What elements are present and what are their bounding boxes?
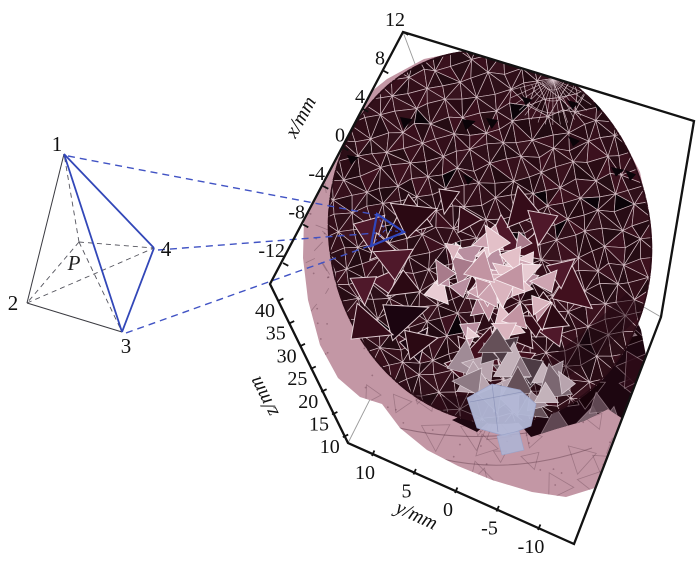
z-axis-tick-label: 35 xyxy=(266,323,286,345)
tetra-vertex-2-label: 2 xyxy=(8,291,19,315)
z-axis-tick xyxy=(277,297,284,302)
z-axis-tick xyxy=(288,320,295,325)
lavender-subregion xyxy=(466,383,537,456)
y-axis-tick-label: 10 xyxy=(355,462,375,484)
z-axis-tick-label: 25 xyxy=(287,368,307,390)
projection-line xyxy=(157,232,377,251)
x-axis-tick xyxy=(402,31,409,36)
tetra-vertex-1-label: 1 xyxy=(52,132,63,156)
y-axis-tick xyxy=(454,487,459,494)
x-axis-tick-label: -8 xyxy=(288,202,305,224)
z-axis-tick-label: 30 xyxy=(277,345,297,367)
y-axis-title: y/mm xyxy=(390,496,440,535)
refinement-fan xyxy=(508,78,598,126)
y-axis-tick-label: 0 xyxy=(443,499,453,521)
x-axis-tick-label: -12 xyxy=(258,240,285,262)
highlight-element xyxy=(369,212,407,248)
z-axis-title: z/mm xyxy=(244,373,283,422)
x-axis-tick xyxy=(282,262,289,267)
tetra-edges xyxy=(26,153,155,333)
y-axis-tick-label: -5 xyxy=(481,518,498,540)
tetra-vertex-3-label: 3 xyxy=(121,334,132,358)
plot-area xyxy=(293,32,687,497)
x-axis-tick xyxy=(342,146,349,152)
y-axis-tick-label: 5 xyxy=(402,481,412,503)
y-axis-tick xyxy=(495,505,500,512)
projection-line xyxy=(125,244,373,334)
projection-lines xyxy=(67,155,378,334)
x-axis-tick xyxy=(382,69,389,75)
tetra-vertex-4-label: 4 xyxy=(161,237,172,261)
projection-line xyxy=(67,155,378,216)
z-axis-tick xyxy=(342,433,349,439)
x-axis-tick xyxy=(322,185,329,190)
axes-frame xyxy=(268,30,696,546)
x-axis-tick-label: 4 xyxy=(355,86,365,108)
y-axis-tick-label: -10 xyxy=(518,536,545,558)
tetra-point-p-label: P xyxy=(67,251,81,275)
x-axis-tick-label: 12 xyxy=(385,9,405,31)
z-axis-tick-label: 20 xyxy=(298,391,318,413)
z-axis-tick-label: 15 xyxy=(309,414,329,436)
z-axis-tick xyxy=(299,342,306,348)
z-axis-tick xyxy=(320,388,327,393)
x-axis-tick xyxy=(362,108,369,113)
x-axis-tick-label: -4 xyxy=(308,163,325,185)
y-axis-tick xyxy=(371,450,376,457)
z-axis-tick xyxy=(331,411,338,416)
z-axis-tick-label: 40 xyxy=(255,300,275,322)
highlighted-tetra-face xyxy=(369,212,407,248)
refined-cutout-region xyxy=(349,184,594,391)
x-axis-title: x/mm xyxy=(280,93,321,142)
x-axis-tick-label: 8 xyxy=(375,48,385,70)
x-axis-tick xyxy=(302,223,309,229)
tetra-inset: 1 2 3 4 P xyxy=(8,132,172,358)
y-axis-tick xyxy=(412,468,417,475)
x-axis-tick-label: 0 xyxy=(335,125,345,147)
y-axis-tick xyxy=(537,524,542,531)
z-axis-tick-label: 10 xyxy=(320,436,340,458)
z-axis-tick xyxy=(310,365,317,370)
